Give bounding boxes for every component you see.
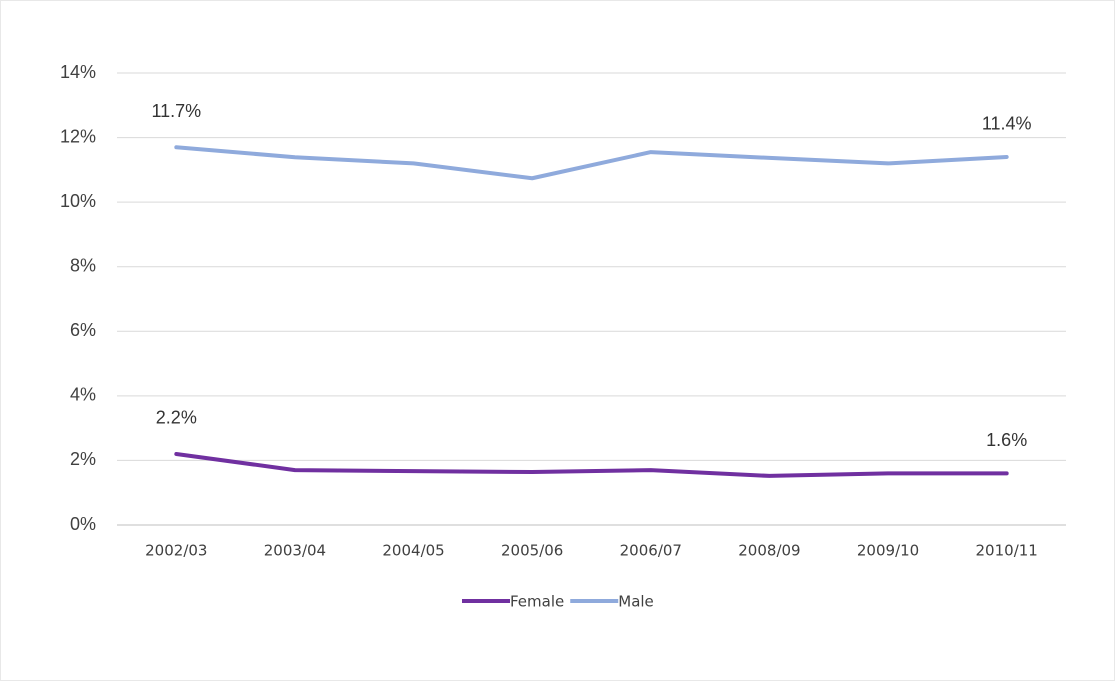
y-tick-label: 2%	[70, 449, 96, 469]
y-tick-label: 6%	[70, 320, 96, 340]
x-tick-label: 2009/10	[857, 542, 919, 560]
x-tick-label: 2010/11	[976, 542, 1038, 560]
y-tick-label: 0%	[70, 514, 96, 534]
y-tick-label: 14%	[60, 62, 96, 82]
x-tick-label: 2008/09	[738, 542, 800, 560]
data-label: 11.7%	[151, 101, 201, 121]
y-tick-label: 10%	[60, 191, 96, 211]
data-label: 2.2%	[156, 408, 197, 428]
data-label: 11.4%	[982, 114, 1032, 134]
legend-label: Female	[510, 593, 564, 611]
y-tick-label: 12%	[60, 126, 96, 146]
y-tick-label: 8%	[70, 255, 96, 275]
x-tick-label: 2005/06	[501, 542, 563, 560]
x-tick-label: 2004/05	[382, 542, 444, 560]
x-tick-label: 2002/03	[145, 542, 207, 560]
x-tick-label: 2003/04	[264, 542, 326, 560]
legend-label: Male	[618, 593, 654, 611]
data-label: 1.6%	[986, 430, 1027, 450]
y-tick-label: 4%	[70, 385, 96, 405]
x-tick-label: 2006/07	[620, 542, 682, 560]
series-line	[174, 451, 1009, 478]
series-line	[174, 145, 1009, 181]
